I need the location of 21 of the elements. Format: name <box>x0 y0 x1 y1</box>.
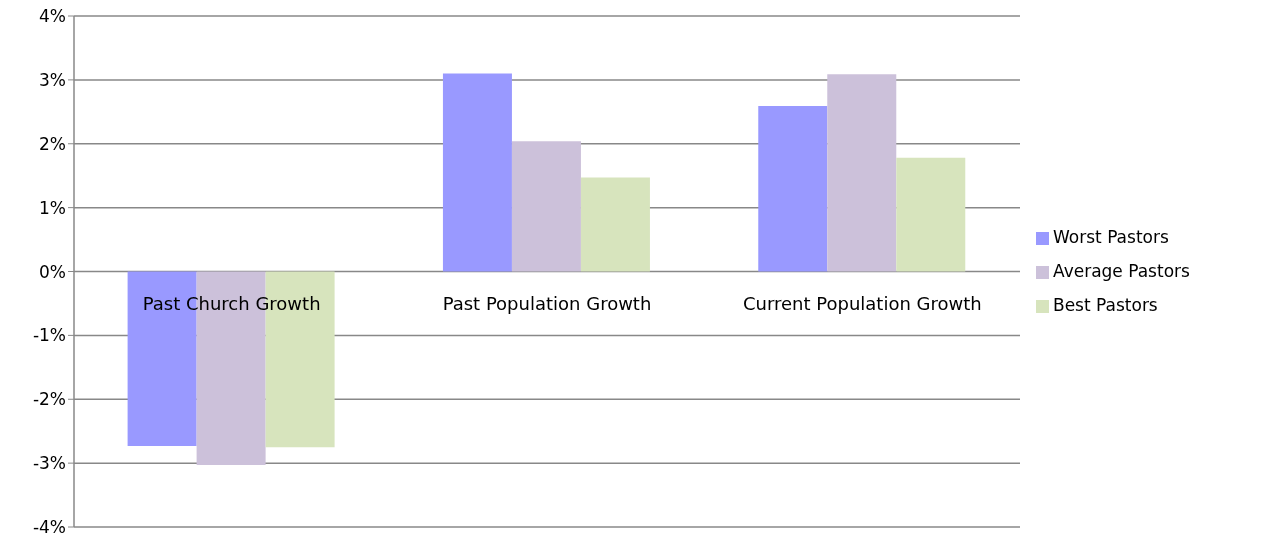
y-tick-label: 3% <box>39 69 66 90</box>
x-tick-label: Past Church Growth <box>142 292 321 314</box>
x-tick-label: Past Population Growth <box>442 292 652 314</box>
y-tick-label: -4% <box>32 517 66 534</box>
y-tick-label: -1% <box>32 325 66 346</box>
legend-label: Worst Pastors <box>1053 227 1169 247</box>
bar <box>580 177 650 272</box>
bar <box>827 74 897 272</box>
y-tick-label: 2% <box>39 133 66 154</box>
bar <box>758 106 828 272</box>
y-tick-label: -2% <box>32 389 66 410</box>
y-tick-label: 1% <box>39 197 66 218</box>
y-tick-label: 0% <box>39 261 66 282</box>
bar <box>896 157 966 272</box>
bar <box>442 73 512 272</box>
bar <box>511 141 581 272</box>
x-tick-label: Current Population Growth <box>742 292 982 314</box>
y-tick-label: -3% <box>32 453 66 474</box>
legend-label: Best Pastors <box>1053 295 1158 315</box>
y-tick-label: 4% <box>39 6 66 27</box>
legend-label: Average Pastors <box>1053 261 1190 281</box>
